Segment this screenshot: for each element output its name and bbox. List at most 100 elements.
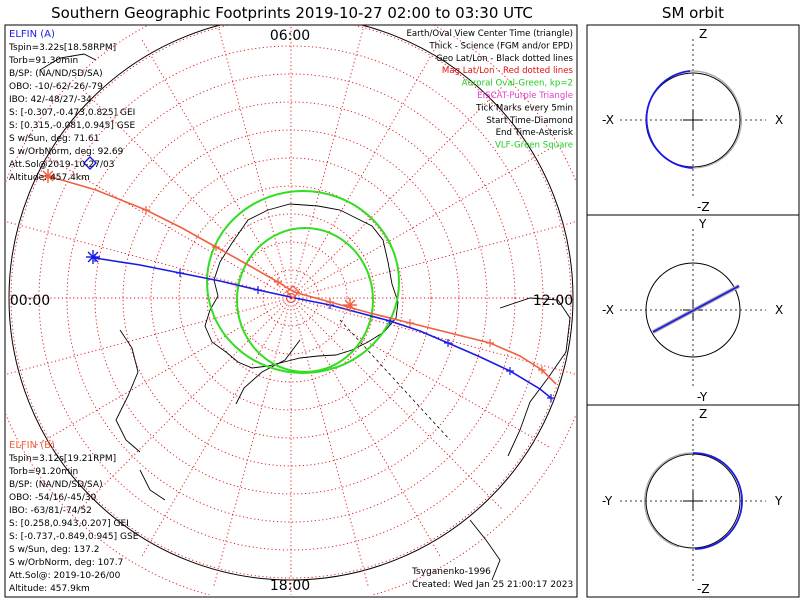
elfin-b-end-asterisk bbox=[344, 299, 356, 311]
grid-radial bbox=[290, 25, 365, 299]
grid-radial bbox=[290, 37, 442, 299]
elfin-b-track bbox=[47, 175, 557, 385]
orbit-axis-label-left: -Y bbox=[602, 494, 613, 508]
info-line: Torb=91.30min bbox=[8, 56, 78, 66]
info-line: S w/OrbNorm, deg: 92.69 bbox=[9, 147, 124, 157]
grid-radial bbox=[217, 25, 292, 299]
elfin-b-info: ELFIN (B) Tspin=3.12s[19.21RPM] Torb=91.20… bbox=[8, 440, 139, 594]
orbit-earth-circle bbox=[645, 262, 741, 358]
elfin-a-start-diamond bbox=[83, 156, 97, 170]
legend-item: Auroral Oval-Green, kp=2 bbox=[462, 79, 573, 89]
orbit-axis-label-top: Z bbox=[699, 27, 707, 41]
grid-circle bbox=[94, 101, 488, 495]
figure-title: Southern Geographic Footprints 2019-10-2… bbox=[51, 4, 533, 22]
info-line: S: [-0.307,-0.473,0.825] GEI bbox=[9, 108, 135, 118]
orbit-axis-label-bottom: -Y bbox=[697, 390, 708, 404]
grid-radial bbox=[78, 85, 292, 299]
model-credit: Tsyganenko-1996 bbox=[411, 567, 491, 577]
grid-radial bbox=[30, 147, 292, 299]
info-line: S w/Sun, deg: 137.2 bbox=[9, 545, 99, 555]
info-line: Altitude: 457.9km bbox=[9, 584, 90, 594]
grid-circle bbox=[150, 157, 432, 439]
orbit-axis-label-bottom: -Z bbox=[697, 582, 710, 596]
orbit-panel-frame bbox=[586, 404, 800, 598]
grid-circle bbox=[10, 25, 572, 579]
legend-item: Mag Lat/Lon - Red dotted lines bbox=[442, 66, 574, 76]
elfin-b-start-asterisk bbox=[42, 170, 54, 182]
grid-circle bbox=[262, 269, 320, 327]
grid-circle bbox=[178, 185, 404, 411]
info-line: Tspin=3.12s[19.21RPM] bbox=[8, 454, 116, 464]
info-line: Att.Sol@2019-10-27/03 bbox=[9, 160, 114, 170]
legend-item: Thick - Science (FGM and/or EPD) bbox=[428, 41, 573, 51]
orbit-axis-label-right: X bbox=[775, 303, 783, 317]
falklands-coast bbox=[139, 469, 166, 501]
info-line: IBO: -63/81/-74/52 bbox=[9, 506, 92, 516]
legend-item: Tick Marks every 5min bbox=[475, 103, 573, 113]
side-title: SM orbit bbox=[662, 4, 724, 22]
aurora-inner bbox=[236, 227, 374, 373]
spacecraft-name: ELFIN (A) bbox=[9, 29, 55, 40]
orbit-axis-label-bottom: -Z bbox=[697, 200, 710, 214]
info-line: Tspin=3.22s[18.58RPM] bbox=[8, 43, 116, 53]
elfin-a-end-asterisk bbox=[87, 251, 99, 263]
map-frame bbox=[4, 24, 578, 598]
legend-item: VLF-Green Square bbox=[495, 141, 573, 151]
grid-radial bbox=[30, 297, 292, 449]
grid-radial bbox=[140, 37, 292, 299]
spacecraft-name: ELFIN (B) bbox=[9, 440, 55, 451]
info-line: IBO: 42/-48/27/-34 bbox=[9, 95, 92, 105]
info-line: B/SP: (NA/ND/SD/SA) bbox=[9, 69, 103, 79]
created-credit: Created: Wed Jan 25 21:00:17 2023 bbox=[412, 580, 573, 590]
info-line: Altitude: 457.4km bbox=[9, 173, 90, 183]
orbit-axis-label-right: X bbox=[775, 113, 783, 127]
grid-radial bbox=[290, 297, 442, 559]
grid-radial bbox=[290, 85, 504, 299]
southamerica-coast bbox=[115, 329, 141, 453]
elfin-b-start-diamond bbox=[286, 285, 300, 299]
grid-radial bbox=[212, 297, 292, 588]
orbit-a-arc bbox=[692, 452, 743, 550]
grid-radial bbox=[290, 221, 576, 299]
grid-radial bbox=[290, 297, 370, 588]
legend-item: EISCAT-Purple Triangle bbox=[477, 91, 573, 101]
info-line: Torb=91.20min bbox=[8, 467, 78, 477]
orbit-panel-2: Y -Y -X X bbox=[586, 214, 800, 406]
info-line: S w/OrbNorm, deg: 107.7 bbox=[9, 558, 123, 568]
mlt-label-top: 06:00 bbox=[270, 28, 310, 44]
orbit-grey-arc bbox=[644, 452, 694, 548]
mlt-label-bottom: 18:00 bbox=[270, 578, 310, 594]
orbit-axis-label-top: Y bbox=[698, 217, 707, 231]
orbit-panel-1: Z -Z -X X bbox=[586, 24, 800, 216]
info-line: OBO: -10/-62/-26/-79 bbox=[9, 82, 103, 92]
antarctica-coast bbox=[204, 203, 399, 369]
mlt-label-right: 12:00 bbox=[533, 293, 573, 309]
orbit-a-line bbox=[652, 285, 740, 333]
legend-item: Earth/Oval View Center Time (triangle) bbox=[406, 29, 573, 39]
legend-item: Start Time-Diamond bbox=[486, 116, 573, 126]
info-line: S w/Sun, deg: 71.61 bbox=[9, 134, 99, 144]
info-line: OBO: -54/16/-45/30 bbox=[9, 493, 97, 503]
orbit-axis-label-left: -X bbox=[602, 113, 614, 127]
orbit-b-arc bbox=[692, 95, 742, 169]
aurora-outer bbox=[206, 190, 400, 374]
orbit-axis-label-top: Z bbox=[699, 407, 707, 421]
australia-coast bbox=[499, 297, 571, 457]
info-line: S: [-0.737,-0.849,0.945] GSE bbox=[9, 532, 139, 542]
auroral-oval bbox=[206, 190, 400, 374]
info-line: S: [0.315,-0.081,0.945] GSE bbox=[9, 121, 135, 131]
grid-radial bbox=[290, 297, 552, 449]
africa-coast bbox=[39, 53, 97, 71]
peninsula-coast bbox=[235, 339, 301, 405]
grid-radial bbox=[290, 297, 576, 375]
orbit-grey-arc bbox=[689, 70, 736, 97]
grid-radial bbox=[6, 297, 292, 375]
orbit-axis-label-right: Y bbox=[774, 494, 783, 508]
grid-radial bbox=[290, 297, 504, 511]
grid-radial bbox=[6, 221, 292, 299]
info-line: B/SP: (NA/ND/SD/SA) bbox=[9, 480, 103, 490]
mag-grid bbox=[6, 25, 576, 595]
sm-orbit-panels: Z -Z -X X Y -Y -X X Z -Z -Y Y bbox=[586, 24, 800, 598]
orbit-axis-label-left: -X bbox=[602, 303, 614, 317]
